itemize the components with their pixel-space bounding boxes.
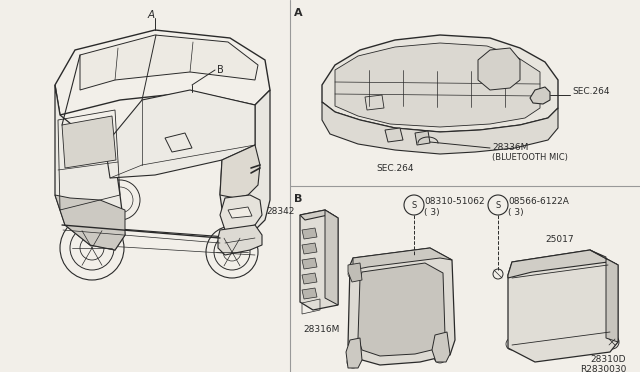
Polygon shape (302, 288, 317, 299)
Polygon shape (353, 248, 452, 270)
Polygon shape (348, 263, 362, 282)
Polygon shape (302, 273, 317, 284)
Polygon shape (220, 145, 260, 198)
Text: ( 3): ( 3) (424, 208, 440, 217)
Text: 28342: 28342 (267, 207, 295, 216)
Text: R2830030: R2830030 (580, 365, 627, 372)
Polygon shape (62, 116, 116, 168)
Text: 28336M: 28336M (492, 143, 529, 152)
Text: 25017: 25017 (546, 235, 574, 244)
Polygon shape (508, 250, 618, 278)
Text: 28310D: 28310D (590, 355, 625, 364)
Text: A: A (294, 8, 303, 18)
Text: (BLUETOOTH MIC): (BLUETOOTH MIC) (492, 153, 568, 162)
Polygon shape (80, 35, 258, 90)
Text: A: A (148, 10, 155, 20)
Text: B: B (217, 65, 224, 75)
Text: SEC.264: SEC.264 (572, 87, 609, 96)
Text: S: S (495, 201, 500, 209)
Polygon shape (302, 243, 317, 254)
Text: ( 3): ( 3) (508, 208, 524, 217)
Polygon shape (415, 131, 430, 145)
Polygon shape (335, 43, 540, 127)
Polygon shape (302, 228, 317, 239)
Polygon shape (590, 250, 618, 342)
Polygon shape (478, 48, 520, 90)
Text: 28316M: 28316M (303, 326, 340, 334)
Polygon shape (300, 210, 338, 310)
Ellipse shape (383, 324, 425, 340)
Text: 08566-6122A: 08566-6122A (508, 198, 569, 206)
Polygon shape (228, 207, 252, 218)
Polygon shape (55, 195, 125, 250)
Polygon shape (300, 210, 338, 220)
Polygon shape (220, 90, 270, 238)
Text: S: S (412, 201, 417, 209)
Polygon shape (218, 225, 262, 255)
Polygon shape (105, 90, 255, 178)
Polygon shape (358, 263, 445, 356)
Polygon shape (325, 210, 338, 305)
Polygon shape (322, 102, 558, 154)
Polygon shape (432, 332, 450, 362)
Polygon shape (55, 85, 125, 250)
Polygon shape (530, 87, 550, 104)
Text: B: B (294, 194, 302, 204)
Polygon shape (302, 258, 317, 269)
Text: SEC.264: SEC.264 (376, 164, 413, 173)
Text: 08310-51062: 08310-51062 (424, 198, 484, 206)
Polygon shape (322, 35, 558, 132)
Polygon shape (508, 250, 618, 362)
Polygon shape (348, 248, 455, 365)
Polygon shape (220, 195, 262, 230)
Polygon shape (385, 128, 403, 142)
Polygon shape (346, 338, 362, 368)
Polygon shape (55, 30, 270, 115)
Ellipse shape (372, 293, 424, 317)
